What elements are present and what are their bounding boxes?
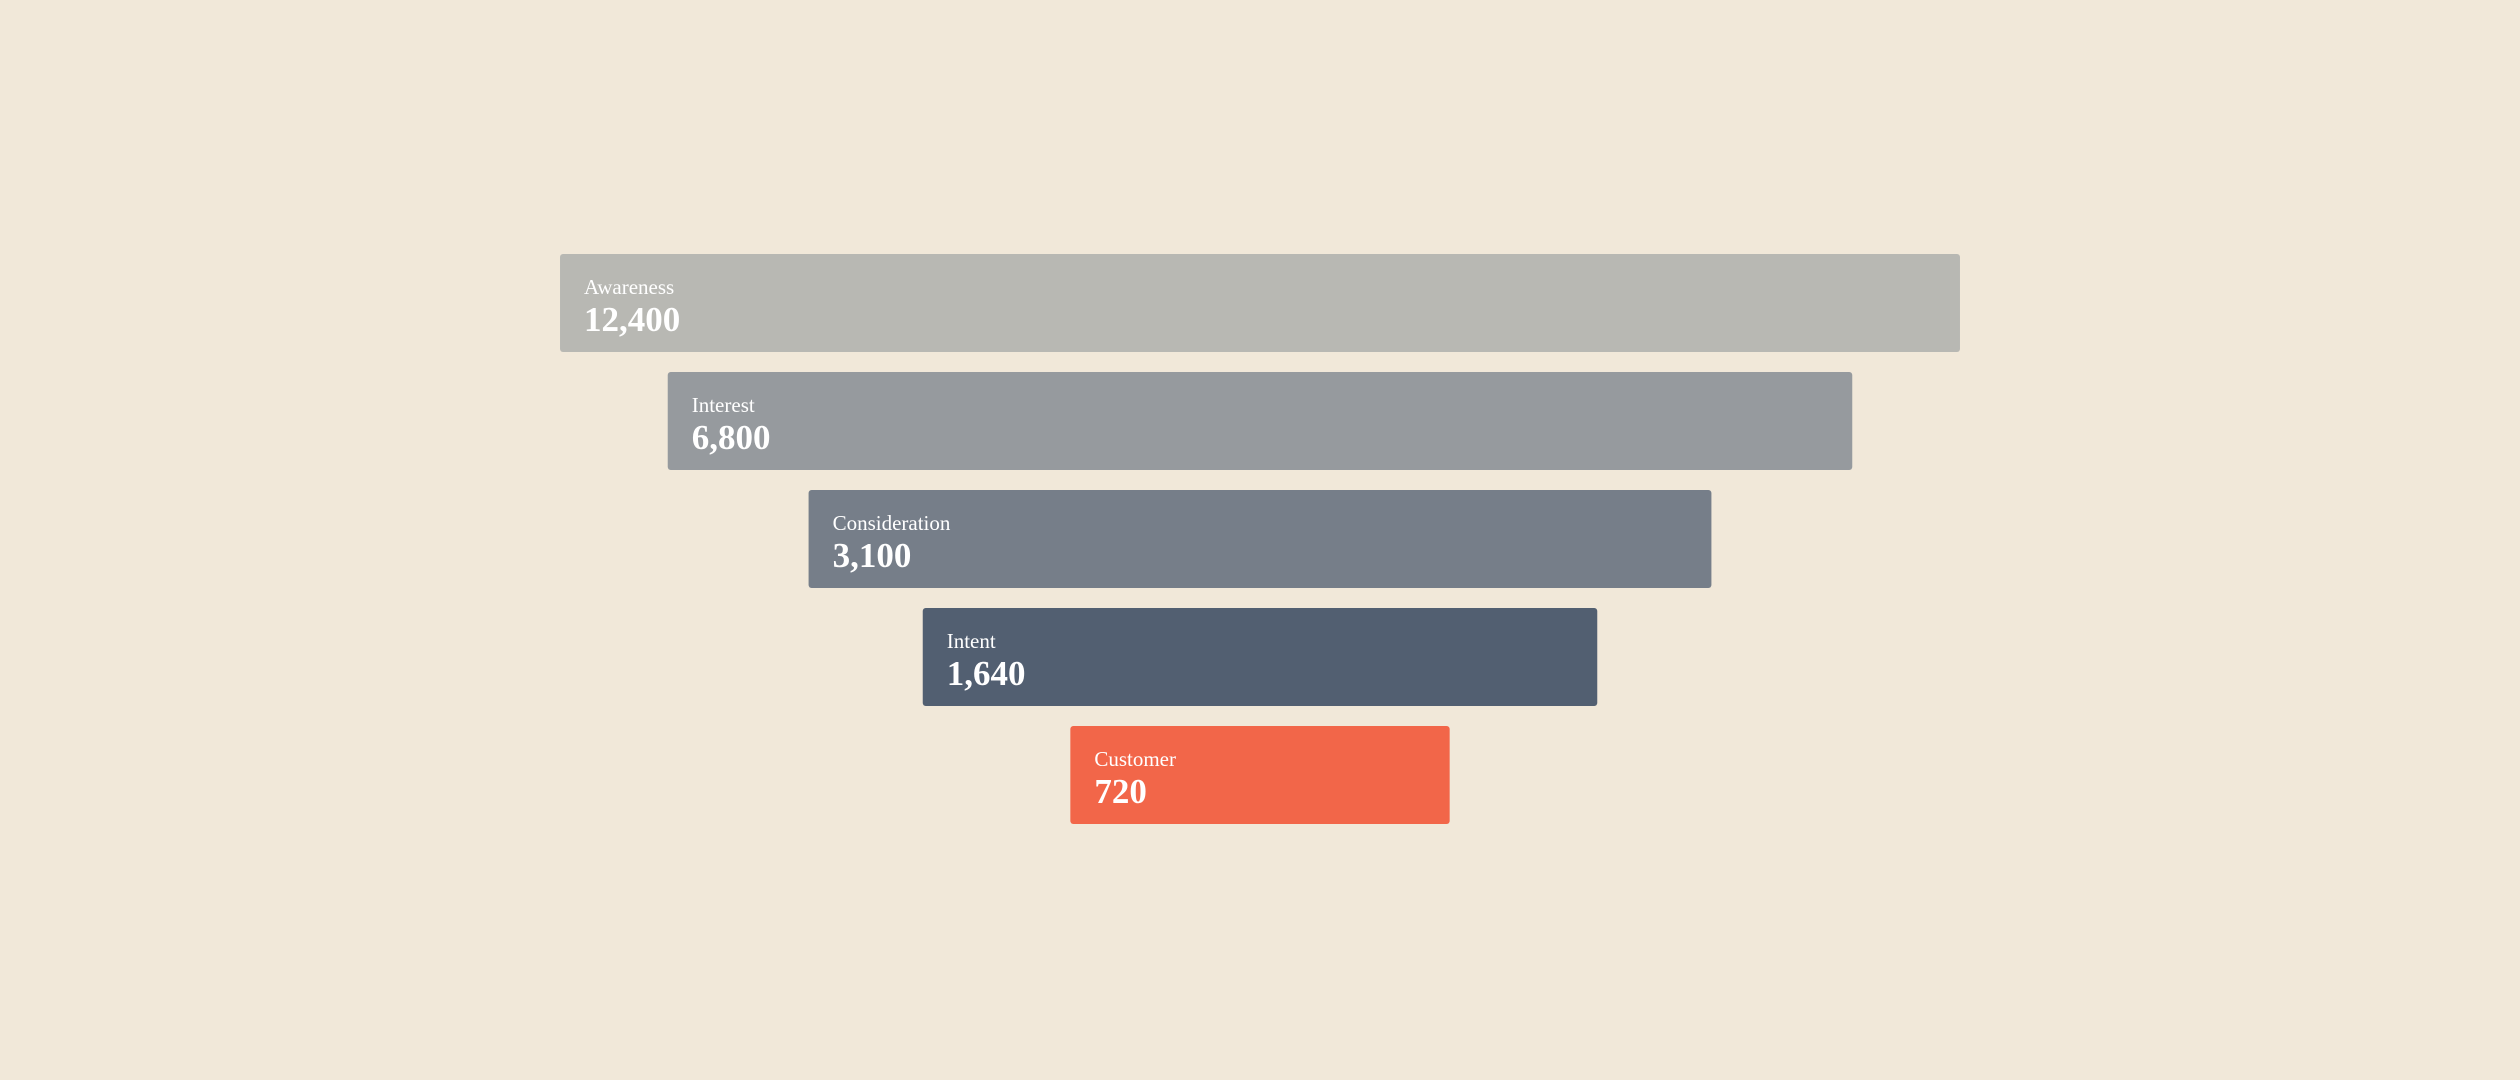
stage-label: Awareness <box>584 275 674 299</box>
funnel-bar <box>808 490 1712 588</box>
funnel-bar <box>667 372 1853 470</box>
stage-value: 12,400 <box>584 300 680 339</box>
stage-value: 1,640 <box>947 654 1026 693</box>
stage-label: Interest <box>692 393 755 417</box>
stage-label: Consideration <box>833 511 951 535</box>
funnel-bar <box>560 254 1960 352</box>
stage-label: Intent <box>947 629 996 653</box>
funnel-bar <box>1070 726 1450 824</box>
funnel-bar <box>922 608 1598 706</box>
stage-value: 3,100 <box>833 536 912 575</box>
stage-value: 720 <box>1094 772 1147 811</box>
stage-label: Customer <box>1094 747 1176 771</box>
stage-value: 6,800 <box>692 418 771 457</box>
